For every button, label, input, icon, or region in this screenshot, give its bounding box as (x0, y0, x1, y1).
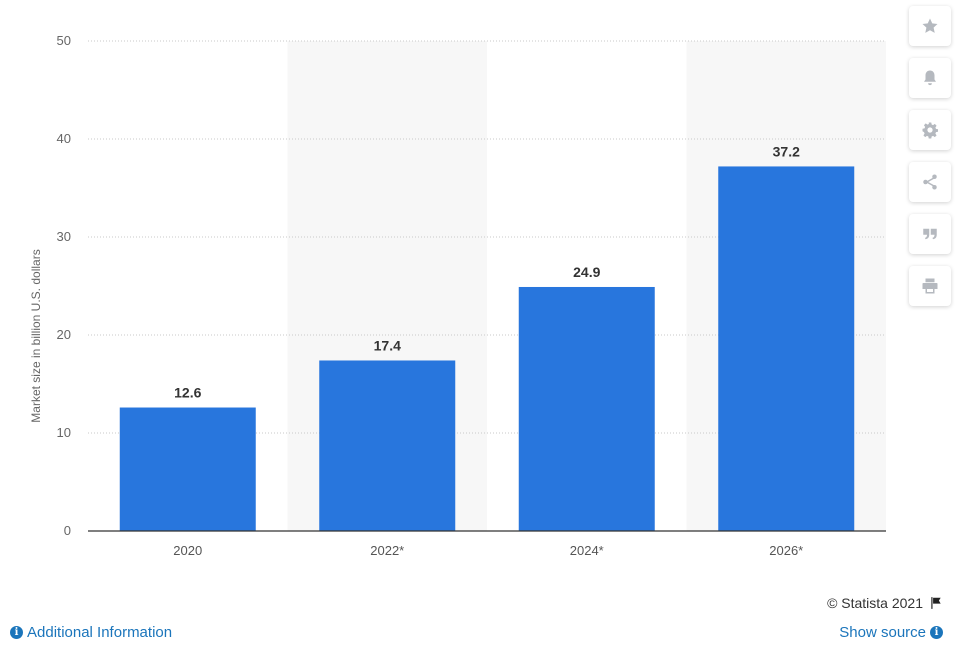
share-icon (923, 174, 937, 190)
bars (119, 166, 855, 531)
show-source-label: Show source (839, 624, 926, 641)
bar[interactable] (319, 360, 456, 531)
data-label: 12.6 (174, 385, 201, 401)
y-tick-label: 40 (57, 131, 71, 146)
show-source-link[interactable]: Show source i (839, 624, 943, 641)
flag-icon (931, 597, 941, 609)
y-tick-label: 30 (57, 229, 71, 244)
y-tick-label: 50 (57, 33, 71, 48)
notification-button[interactable] (909, 58, 951, 98)
additional-information-label: Additional Information (27, 624, 173, 641)
x-tick-label: 2026* (769, 543, 803, 558)
gear-icon (922, 122, 939, 139)
y-axis-title: Market size in billion U.S. dollars (29, 249, 43, 422)
y-tick-label: 0 (64, 523, 71, 538)
favorite-button[interactable] (909, 6, 951, 46)
x-tick-label: 2022* (370, 543, 404, 558)
bell-icon (924, 70, 936, 86)
settings-button[interactable] (909, 110, 951, 150)
y-tick-label: 20 (57, 327, 71, 342)
star-icon (922, 18, 938, 33)
copyright-notice: © Statista 2021 (827, 595, 943, 611)
quote-icon (923, 228, 937, 240)
print-icon (922, 278, 938, 294)
data-label: 37.2 (773, 143, 800, 159)
x-tick-label: 2020 (173, 543, 202, 558)
info-icon: i (930, 626, 943, 639)
chart-toolbar (909, 6, 951, 318)
copyright-text: © Statista 2021 (827, 595, 923, 611)
bar[interactable] (518, 286, 655, 531)
print-button[interactable] (909, 266, 951, 306)
data-label: 17.4 (374, 337, 401, 353)
x-axis-labels: 2020 2022* 2024* 2026* (173, 543, 803, 558)
bar[interactable] (119, 407, 256, 531)
data-label: 24.9 (573, 264, 600, 280)
y-tick-label: 10 (57, 425, 71, 440)
additional-information-link[interactable]: i Additional Information (10, 624, 172, 641)
info-icon: i (10, 626, 23, 639)
y-axis-ticks: 0 10 20 30 40 50 (57, 33, 71, 538)
share-button[interactable] (909, 162, 951, 202)
x-tick-label: 2024* (570, 543, 604, 558)
bar[interactable] (718, 166, 855, 531)
cite-button[interactable] (909, 214, 951, 254)
data-labels: 12.6 17.4 24.9 37.2 (174, 143, 800, 400)
